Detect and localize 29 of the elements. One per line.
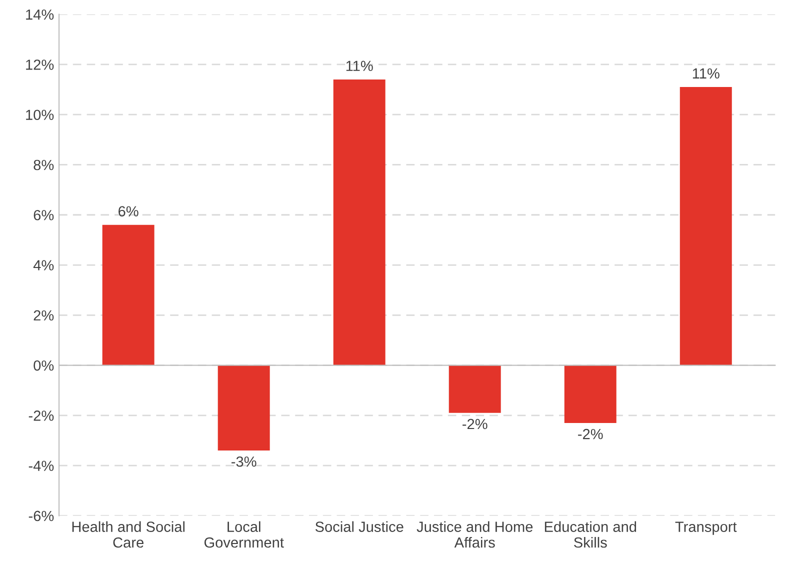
y-tick-label: 8% bbox=[34, 160, 54, 170]
y-tick-label: -6% bbox=[28, 510, 54, 522]
y-tick-label: 14% bbox=[26, 9, 54, 20]
y-tick-label: 10% bbox=[26, 110, 54, 120]
data-label: -3% bbox=[232, 456, 256, 467]
bar bbox=[448, 365, 501, 413]
x-tick-label: Health and Social Care bbox=[72, 521, 185, 548]
bar bbox=[102, 224, 154, 366]
x-tick-label: Social Justice bbox=[315, 521, 404, 532]
y-tick-label: 0% bbox=[34, 360, 54, 371]
x-tick-label: Justice and Home Affairs bbox=[416, 521, 533, 548]
data-label: 11% bbox=[692, 68, 720, 79]
bar bbox=[680, 87, 732, 366]
x-tick-label: Local Government bbox=[204, 521, 284, 548]
x-tick-label: Transport bbox=[675, 522, 737, 535]
y-tick-label: 2% bbox=[34, 310, 54, 321]
data-label: 6% bbox=[118, 206, 138, 216]
y-tick-label: 6% bbox=[34, 210, 54, 220]
y-tick-label: -2% bbox=[28, 410, 54, 421]
y-tick-label: -4% bbox=[28, 460, 54, 471]
data-label: -2% bbox=[578, 428, 603, 440]
bar bbox=[218, 365, 270, 451]
y-tick-label: 4% bbox=[33, 260, 54, 270]
data-label: 11% bbox=[346, 60, 373, 72]
data-label: -2% bbox=[462, 418, 488, 430]
y-tick-label: 12% bbox=[26, 60, 54, 70]
x-tick-label: Education and Skills bbox=[544, 521, 636, 548]
bar bbox=[333, 80, 386, 366]
bar bbox=[564, 365, 616, 423]
